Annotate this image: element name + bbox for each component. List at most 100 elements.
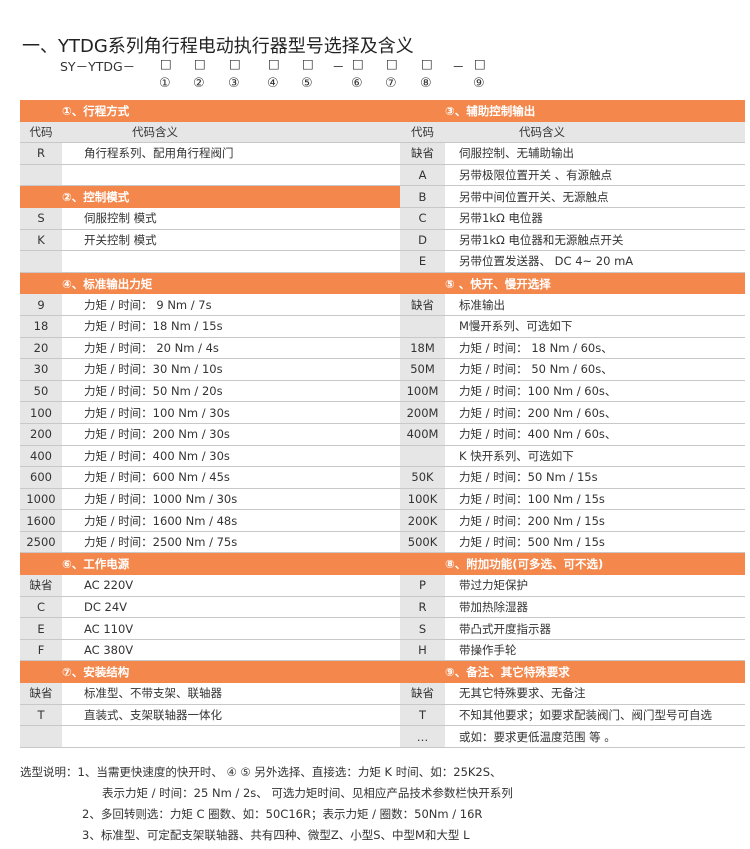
table-row: 200M 力矩 / 时间：200 Nm / 60s、 xyxy=(400,402,745,424)
code-slot-box: □ xyxy=(229,56,241,71)
code-cell xyxy=(20,726,62,747)
meaning-cell: 另带1kΩ 电位器和无源触点开关 xyxy=(459,232,624,247)
code-slot-box: □ xyxy=(421,56,433,71)
code-cell: 2500 xyxy=(20,531,62,553)
meaning-cell: 标准型、不带支架、联轴器 xyxy=(84,686,222,701)
meaning-cell: 力矩 / 时间：600 Nm / 45s xyxy=(84,470,230,485)
code-cell: 20 xyxy=(20,337,62,359)
right-table: ③、辅助控制输出 代码 代码含义 缺省 伺服控制、无辅助输出 A 另带极限位置开关 、有源触… xyxy=(400,100,745,748)
code-cell: C xyxy=(20,596,62,618)
table-row: 200 力矩 / 时间：200 Nm / 30s xyxy=(20,423,400,446)
code-cell: 代码 xyxy=(20,121,62,143)
note-line: 3、标准型、可定配支架联轴器、共有四种、微型Z、小型S、中型M和大型 L xyxy=(82,828,470,842)
meaning-cell: 开关控制 模式 xyxy=(84,232,157,247)
table-row: 50 力矩 / 时间：50 Nm / 20s xyxy=(20,380,400,403)
meaning-cell: 力矩 / 时间：100 Nm / 15s xyxy=(459,491,605,506)
code-slot-box: □ xyxy=(352,56,364,71)
table-row: 缺省 标准型、不带支架、联轴器 xyxy=(20,683,400,705)
table-row: T 不知其他要求；如要求配装阀门、阀门型号可自选 xyxy=(400,704,745,727)
code-cell xyxy=(20,661,62,683)
code-slot-box: □ xyxy=(160,56,172,71)
code-slot-box: □ xyxy=(268,56,280,71)
code-cell: 缺省 xyxy=(400,683,445,704)
code-slot-box: □ xyxy=(386,56,398,71)
separator-dash: － xyxy=(452,59,465,74)
code-cell xyxy=(400,553,445,575)
code-cell: H xyxy=(400,639,445,661)
code-cell xyxy=(20,251,62,272)
code-slot-box: □ xyxy=(474,56,486,71)
code-cell: 400M xyxy=(400,423,445,445)
meaning-cell: 带过力矩保护 xyxy=(459,578,528,593)
code-cell: S xyxy=(20,207,62,229)
code-cell: 缺省 xyxy=(400,143,445,164)
meaning-cell: 代码含义 xyxy=(132,124,178,139)
table-row xyxy=(20,251,400,273)
model-tables: ①、行程方式 代码 代码含义 R 角行程系列、配用角行程阀门 ②、控制模式 S 伺服控制 模式… xyxy=(20,100,745,748)
slot-number: ⑤ xyxy=(301,76,313,91)
section-header: ⑧、附加功能(可多选、可不选) xyxy=(400,553,745,576)
meaning-cell: 力矩 / 时间：30 Nm / 10s xyxy=(84,362,223,377)
meaning-cell: AC 220V xyxy=(84,578,134,593)
section-header: ④、标准输出力矩 xyxy=(20,272,400,295)
section-title: ⑤ 、快开、慢开选择 xyxy=(445,276,551,291)
table-row: E AC 110V xyxy=(20,618,400,640)
code-cell: K xyxy=(20,229,62,251)
code-cell: 1000 xyxy=(20,488,62,510)
slot-number: ② xyxy=(193,76,205,91)
meaning-cell: 代码含义 xyxy=(519,124,565,139)
code-slot-box: □ xyxy=(194,56,206,71)
table-row xyxy=(20,726,400,748)
meaning-cell: 力矩 / 时间： 18 Nm / 60s、 xyxy=(459,340,613,355)
code-cell xyxy=(20,164,62,186)
code-cell: 18M xyxy=(400,337,445,359)
separator-dash: － xyxy=(332,59,345,74)
section-header: ⑨、备注、其它特殊要求 xyxy=(400,661,745,684)
code-cell: 50M xyxy=(400,359,445,380)
meaning-cell: 力矩 / 时间：1600 Nm / 48s xyxy=(84,513,238,528)
code-cell: 缺省 xyxy=(20,683,62,704)
table-row: T 直装式、支架联轴器一体化 xyxy=(20,704,400,727)
table-row: 400 力矩 / 时间：400 Nm / 30s xyxy=(20,445,400,468)
code-cell xyxy=(400,273,445,295)
code-cell: P xyxy=(400,575,445,596)
meaning-cell: 力矩 / 时间：50 Nm / 15s xyxy=(459,470,598,485)
section-header: ①、行程方式 xyxy=(20,100,400,122)
code-cell: 100K xyxy=(400,488,445,510)
slot-number: ⑧ xyxy=(420,76,432,91)
table-row: K 开关控制 模式 xyxy=(20,229,400,252)
code-cell: R xyxy=(20,143,62,164)
code-cell: 1600 xyxy=(20,510,62,531)
table-row: … 或如：要求更低温度范围 等 。 xyxy=(400,726,745,748)
code-cell xyxy=(20,100,62,122)
note-line: 2、多回转则选：力矩 C 圈数、如：50C16R；表示力矩 / 圈数：50Nm … xyxy=(82,807,483,821)
meaning-cell: 力矩 / 时间：50 Nm / 20s xyxy=(84,384,223,399)
section-header: ②、控制模式 xyxy=(20,186,400,208)
meaning-cell: 另带1kΩ 电位器 xyxy=(459,211,543,226)
section-title: ⑧、附加功能(可多选、可不选) xyxy=(445,557,604,572)
section-title: ②、控制模式 xyxy=(62,190,130,205)
code-cell: 200 xyxy=(20,423,62,445)
table-row: 50M 力矩 / 时间： 50 Nm / 60s、 xyxy=(400,359,745,381)
meaning-cell: 另带中间位置开关、无源触点 xyxy=(459,189,609,204)
table-row: 400M 力矩 / 时间：400 Nm / 60s、 xyxy=(400,423,745,446)
page-title: 一、YTDG系列角行程电动执行器型号选择及含义 xyxy=(22,36,414,57)
table-row xyxy=(20,164,400,187)
meaning-cell: 或如：要求更低温度范围 等 。 xyxy=(459,729,616,744)
code-cell: 100 xyxy=(20,402,62,423)
table-row: 缺省 无其它特殊要求、无备注 xyxy=(400,683,745,705)
code-cell: R xyxy=(400,596,445,618)
meaning-cell: 力矩 / 时间： 20 Nm / 4s xyxy=(84,340,219,355)
code-cell xyxy=(20,553,62,575)
code-cell: 缺省 xyxy=(400,294,445,315)
note-line: 表示力矩 / 时间：25 Nm / 2s、 可选力矩时间、见相应产品技术参数栏快… xyxy=(102,786,513,800)
meaning-cell: 无其它特殊要求、无备注 xyxy=(459,686,586,701)
code-cell: F xyxy=(20,639,62,661)
left-table: ①、行程方式 代码 代码含义 R 角行程系列、配用角行程阀门 ②、控制模式 S 伺服控制 模式… xyxy=(20,100,400,748)
meaning-cell: 力矩 / 时间：2500 Nm / 75s xyxy=(84,535,238,550)
meaning-cell: 力矩 / 时间：200 Nm / 60s、 xyxy=(459,405,617,420)
slot-number: ⑦ xyxy=(385,76,397,91)
code-cell: 600 xyxy=(20,467,62,488)
meaning-cell: 力矩 / 时间：100 Nm / 60s、 xyxy=(459,384,617,399)
code-cell: 50K xyxy=(400,467,445,488)
